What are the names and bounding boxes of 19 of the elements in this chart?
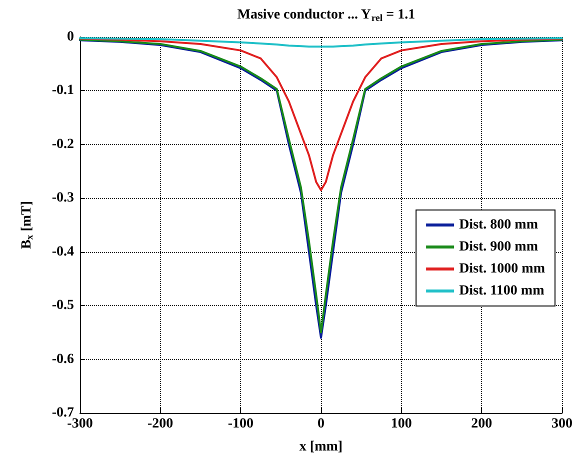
legend-label: Dist. 800 mm [459, 218, 538, 232]
legend-label: Dist. 1000 mm [459, 262, 546, 276]
legend-label: Dist. 1100 mm [459, 284, 545, 298]
y-axis-title: Bx [mT] [19, 200, 36, 250]
x-tick-label: -100 [228, 416, 254, 432]
y-tick-label: -0.4 [52, 244, 74, 260]
legend-label: Dist. 900 mm [459, 240, 538, 254]
x-tick-label: 300 [552, 416, 572, 432]
x-tick-label: -200 [147, 416, 174, 432]
y-tick-label: -0.2 [52, 136, 74, 152]
x-tick-label: 200 [471, 416, 492, 432]
x-axis-title: x [mm] [299, 440, 343, 454]
y-tick-label: -0.1 [52, 83, 74, 98]
y-tick-label: -0.3 [52, 190, 74, 206]
y-tick-label: 0 [67, 30, 74, 44]
y-tick-label: -0.5 [52, 298, 74, 314]
x-tick-label: 0 [318, 416, 324, 432]
y-tick-label: -0.6 [52, 352, 74, 367]
x-tick-label: 100 [390, 416, 412, 432]
